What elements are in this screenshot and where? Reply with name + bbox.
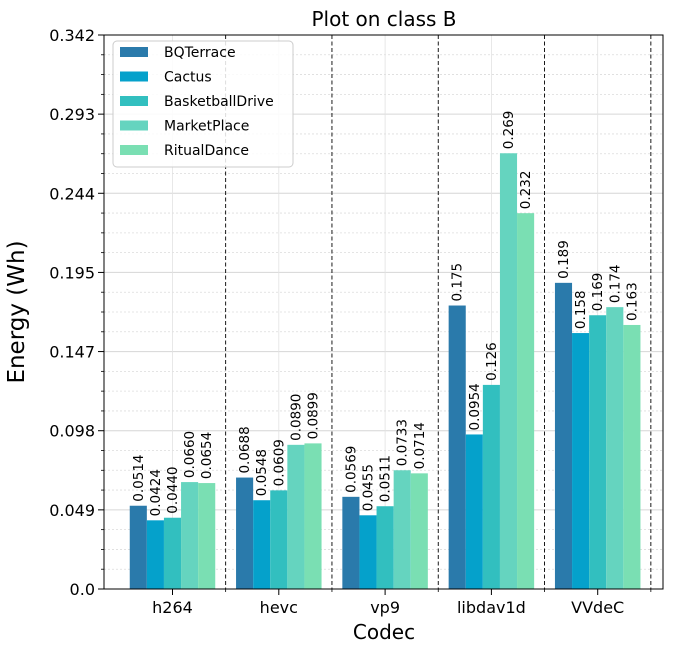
y-tick-label: 0.0 (70, 580, 95, 599)
bar-value-label: 0.0899 (306, 392, 322, 439)
bar-Cactus-VVdeC (572, 333, 590, 589)
y-tick-label: 0.098 (49, 422, 95, 441)
bar-MarketPlace-libdav1d (499, 153, 518, 589)
bar-value-label: 0.0714 (412, 422, 428, 469)
x-tick-label: libdav1d (457, 598, 526, 617)
bar-value-label: 0.0733 (395, 419, 411, 466)
bar-value-label: 0.174 (607, 264, 623, 303)
legend-swatch (120, 47, 148, 57)
y-tick-label: 0.049 (49, 501, 95, 520)
legend-label: RitualDance (164, 143, 249, 159)
bar-MarketPlace-vp9 (393, 470, 411, 589)
bar-value-label: 0.0455 (361, 464, 377, 511)
bar-value-label: 0.126 (484, 342, 500, 381)
x-tick-label: h264 (152, 598, 193, 617)
bar-Cactus-h264 (146, 520, 164, 589)
y-tick-label: 0.147 (49, 343, 95, 362)
bar-value-label: 0.163 (624, 282, 640, 321)
legend-swatch (120, 96, 148, 106)
x-tick-label: hevc (260, 598, 298, 617)
bar-value-label: 0.189 (556, 240, 572, 279)
bar-value-label: 0.158 (573, 290, 589, 329)
y-axis-title: Energy (Wh) (4, 240, 30, 383)
bar-MarketPlace-VVdeC (606, 307, 624, 589)
bar-value-label: 0.269 (501, 111, 517, 150)
bar-BasketballDrive-h264 (163, 517, 182, 589)
bar-value-label: 0.0654 (199, 432, 215, 479)
bar-RitualDance-h264 (198, 483, 216, 589)
bar-MarketPlace-hevc (287, 444, 305, 589)
bar-RitualDance-hevc (304, 443, 322, 589)
bar-value-label: 0.169 (590, 273, 606, 312)
legend-label: Cactus (164, 70, 212, 86)
y-tick-label: 0.293 (49, 105, 95, 124)
bar-value-label: 0.0609 (271, 439, 287, 486)
x-tick-label: VVdeC (571, 598, 624, 617)
legend-swatch (120, 71, 148, 82)
bar-value-label: 0.175 (450, 263, 466, 302)
bar-value-label: 0.0688 (237, 426, 253, 473)
bar-BQTerrace-h264 (129, 505, 147, 589)
bar-RitualDance-vp9 (410, 473, 428, 589)
legend-label: BasketballDrive (164, 94, 274, 110)
x-axis-title: Codec (353, 620, 415, 644)
legend-label: MarketPlace (164, 119, 249, 135)
y-tick-label: 0.244 (49, 184, 95, 203)
legend-swatch (120, 145, 148, 155)
chart-title: Plot on class B (311, 7, 456, 31)
bar-BasketballDrive-libdav1d (482, 384, 500, 589)
bar-value-labels: 0.0514 0.0688 0.0569 0.175 0.189 0.0424 0.0548… (131, 111, 641, 517)
bar-value-label: 0.0511 (378, 455, 394, 502)
bar-value-label: 0.232 (518, 171, 534, 210)
bars (129, 153, 641, 589)
legend: BQTerrace Cactus BasketballDrive MarketPlac… (112, 40, 294, 168)
bar-BasketballDrive-vp9 (376, 506, 394, 589)
bar-RitualDance-VVdeC (623, 324, 641, 589)
legend-box (112, 40, 294, 168)
bar-value-label: 0.0514 (131, 454, 147, 501)
bar-value-label: 0.0954 (467, 383, 483, 430)
bar-value-label: 0.0890 (288, 394, 304, 441)
bar-BQTerrace-libdav1d (448, 305, 466, 589)
y-tick-label: 0.195 (49, 263, 95, 282)
bar-BQTerrace-hevc (236, 477, 254, 589)
x-axis: h264 hevc vp9 libdav1d VVdeC (152, 589, 652, 617)
bar-value-label: 0.0569 (343, 446, 359, 493)
bar-BasketballDrive-hevc (270, 490, 288, 589)
bar-Cactus-vp9 (359, 515, 377, 589)
bar-value-label: 0.0440 (165, 466, 181, 513)
bar-Cactus-libdav1d (465, 434, 483, 589)
y-axis: 0.0 0.049 0.098 0.147 0.195 0.244 0.293 0.342 (49, 26, 104, 599)
legend-swatch (120, 120, 148, 131)
bar-value-label: 0.0660 (182, 431, 198, 478)
bar-RitualDance-libdav1d (517, 213, 535, 589)
y-tick-label: 0.342 (49, 26, 95, 45)
bar-value-label: 0.0424 (148, 469, 164, 516)
x-tick-label: vp9 (370, 598, 400, 617)
bar-value-label: 0.0548 (254, 449, 270, 496)
bar-BQTerrace-VVdeC (554, 282, 573, 589)
legend-label: BQTerrace (164, 45, 236, 61)
bar-BQTerrace-vp9 (342, 496, 360, 589)
bar-BasketballDrive-VVdeC (589, 315, 607, 589)
bar-Cactus-hevc (253, 500, 271, 589)
bar-MarketPlace-h264 (181, 482, 199, 589)
